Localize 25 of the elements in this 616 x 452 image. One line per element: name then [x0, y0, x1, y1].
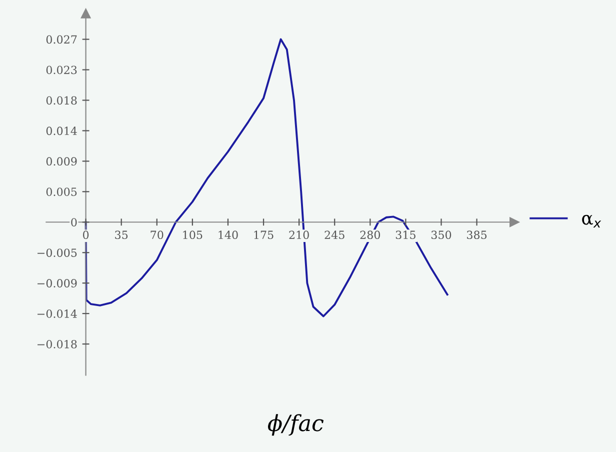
y-tick-label: 0.009	[46, 157, 77, 166]
y-tick-label: −0.014	[38, 310, 77, 318]
y-tick-label: 0.023	[46, 66, 77, 74]
y-tick-label: 0.018	[46, 96, 77, 105]
x-tick-label: 210	[289, 230, 309, 240]
x-tick-label: 350	[431, 230, 452, 240]
x-tick-label: 140	[218, 230, 238, 240]
x-tick-label: 315	[396, 230, 416, 240]
x-tick-label: 245	[324, 230, 344, 240]
x-tick-label: 0	[83, 230, 89, 240]
y-tick-label: 0.005	[46, 188, 77, 196]
y-tick-label: 0.027	[46, 35, 77, 44]
x-tick-label: 35	[115, 230, 128, 240]
y-tick-label: −0.005	[38, 248, 77, 257]
y-tick-label: 0.014	[46, 126, 77, 136]
x-tick-label: 70	[150, 230, 164, 240]
y-tick-label: 0	[71, 218, 77, 227]
y-tick-label: −0.018	[38, 340, 77, 348]
x-tick-label: 385	[467, 230, 487, 240]
x-axis-title: ϕ/fac	[268, 414, 324, 436]
x-tick-label: 175	[254, 230, 274, 240]
x-tick-label: 105	[183, 230, 202, 240]
y-tick-label: −0.009	[38, 279, 77, 288]
legend-label: α$_{x}$	[582, 214, 602, 228]
x-tick-label: 280	[360, 230, 380, 240]
